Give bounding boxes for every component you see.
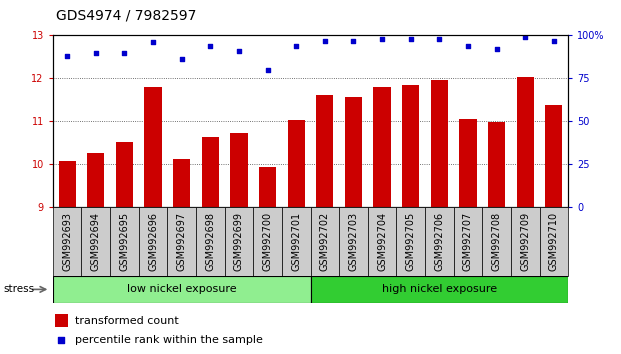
Point — [148, 39, 158, 45]
Bar — [310, 207, 339, 276]
Text: GDS4974 / 7982597: GDS4974 / 7982597 — [56, 9, 196, 23]
Bar — [81, 207, 110, 276]
Bar — [53, 276, 310, 303]
Bar — [145, 87, 161, 207]
Bar — [454, 207, 483, 276]
Bar — [58, 161, 76, 207]
Text: GSM992694: GSM992694 — [91, 212, 101, 271]
Bar — [373, 87, 391, 207]
Text: transformed count: transformed count — [75, 316, 179, 326]
Bar — [196, 207, 225, 276]
Text: GSM992704: GSM992704 — [377, 212, 387, 271]
Bar — [483, 207, 511, 276]
Point — [57, 337, 66, 343]
Bar — [116, 142, 133, 207]
Text: GSM992707: GSM992707 — [463, 212, 473, 271]
Text: GSM992702: GSM992702 — [320, 212, 330, 271]
Bar — [368, 207, 396, 276]
Bar — [53, 207, 81, 276]
Text: GSM992703: GSM992703 — [348, 212, 358, 271]
Point — [263, 67, 273, 73]
Point — [320, 38, 330, 44]
Bar — [425, 207, 454, 276]
Point — [549, 38, 559, 44]
Bar — [460, 119, 476, 207]
Text: GSM992710: GSM992710 — [549, 212, 559, 271]
Point — [206, 43, 215, 48]
Bar — [138, 207, 167, 276]
Text: GSM992708: GSM992708 — [492, 212, 502, 271]
Bar — [345, 97, 362, 207]
Bar — [396, 207, 425, 276]
Text: GSM992695: GSM992695 — [119, 212, 129, 271]
Text: stress: stress — [3, 284, 34, 295]
Bar — [253, 207, 282, 276]
Point — [435, 36, 445, 42]
Text: GSM992709: GSM992709 — [520, 212, 530, 271]
Bar — [431, 80, 448, 207]
Text: GSM992698: GSM992698 — [206, 212, 215, 271]
Bar — [511, 207, 540, 276]
Text: GSM992705: GSM992705 — [406, 212, 415, 271]
Bar — [282, 207, 310, 276]
Point — [91, 50, 101, 56]
Text: GSM992696: GSM992696 — [148, 212, 158, 271]
Text: GSM992699: GSM992699 — [234, 212, 244, 271]
Point — [177, 57, 187, 62]
Bar — [173, 159, 190, 207]
Bar — [316, 95, 333, 207]
Point — [234, 48, 244, 54]
Point — [520, 34, 530, 40]
Point — [377, 36, 387, 42]
Point — [492, 46, 502, 52]
Bar — [55, 314, 68, 327]
Bar — [310, 276, 568, 303]
Point — [291, 43, 301, 48]
Bar — [545, 105, 563, 207]
Bar — [225, 207, 253, 276]
Bar — [288, 120, 305, 207]
Bar — [540, 207, 568, 276]
Point — [348, 38, 358, 44]
Bar — [339, 207, 368, 276]
Text: GSM992706: GSM992706 — [434, 212, 445, 271]
Text: GSM992693: GSM992693 — [62, 212, 72, 271]
Bar — [488, 122, 505, 207]
Bar — [167, 207, 196, 276]
Point — [62, 53, 72, 59]
Bar — [87, 153, 104, 207]
Point — [119, 50, 129, 56]
Text: GSM992700: GSM992700 — [263, 212, 273, 271]
Bar — [402, 85, 419, 207]
Bar — [110, 207, 138, 276]
Text: GSM992697: GSM992697 — [176, 212, 187, 271]
Bar — [230, 133, 248, 207]
Point — [406, 36, 415, 42]
Bar — [517, 77, 534, 207]
Text: percentile rank within the sample: percentile rank within the sample — [75, 335, 263, 345]
Text: low nickel exposure: low nickel exposure — [127, 284, 237, 295]
Bar — [259, 167, 276, 207]
Text: GSM992701: GSM992701 — [291, 212, 301, 271]
Point — [463, 43, 473, 48]
Text: high nickel exposure: high nickel exposure — [382, 284, 497, 295]
Bar — [202, 137, 219, 207]
